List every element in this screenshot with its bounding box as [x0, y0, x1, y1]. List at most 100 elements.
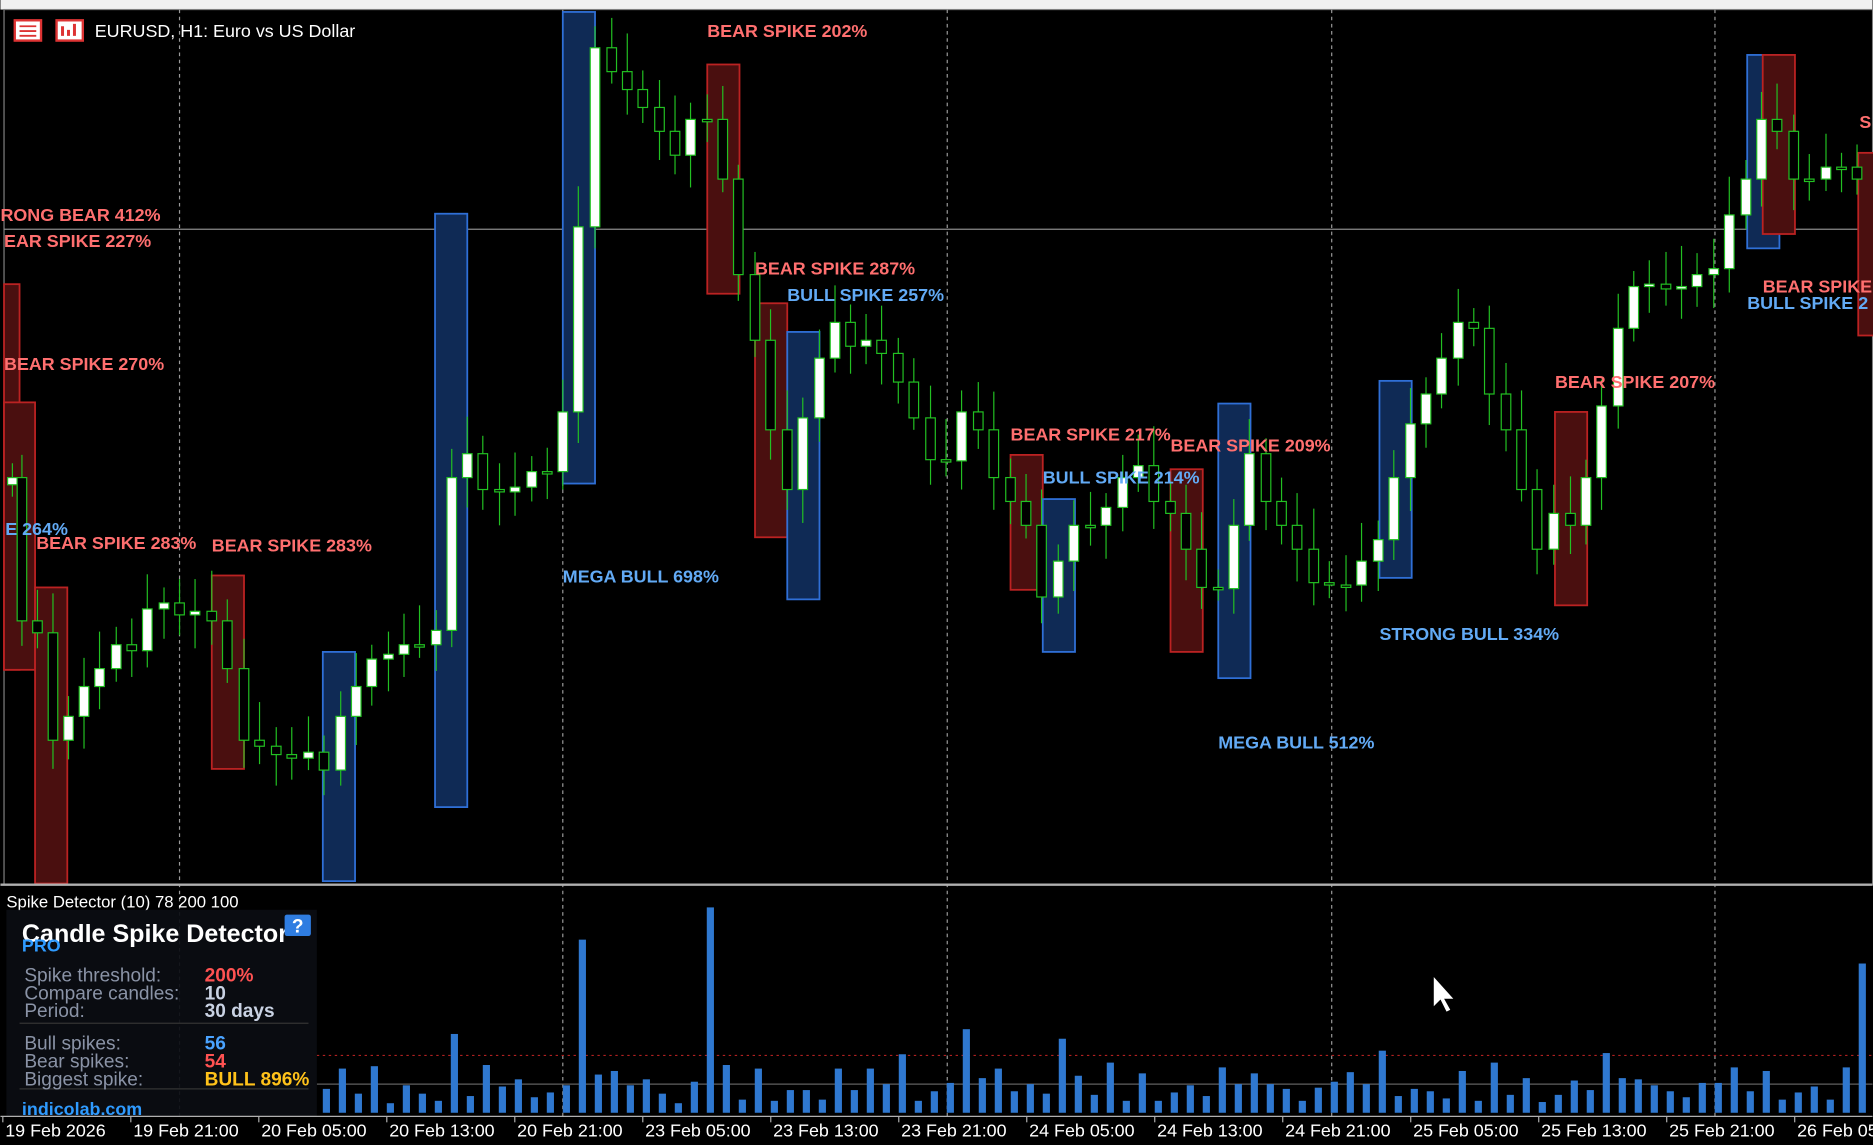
- spike-bar: [1794, 1092, 1802, 1113]
- candle-body: [110, 644, 122, 670]
- spike-bar: [882, 1084, 890, 1113]
- spike-bar: [450, 1033, 458, 1113]
- spike-bar: [322, 1088, 330, 1113]
- candle-body: [1580, 476, 1592, 526]
- spike-bar: [1858, 963, 1866, 1113]
- spike-bar: [866, 1068, 874, 1113]
- candle-body: [956, 411, 967, 462]
- spike-bar: [498, 1086, 506, 1113]
- spike-bar: [1058, 1038, 1066, 1113]
- candle-body: [685, 118, 696, 156]
- candle-body: [158, 602, 170, 610]
- spike-label: MEGA BULL 698%: [563, 567, 719, 587]
- spike-bar: [1234, 1084, 1242, 1113]
- candle-body: [1420, 393, 1432, 425]
- candle-body: [1500, 393, 1512, 431]
- spike-bar: [482, 1065, 490, 1113]
- candle-body: [1148, 465, 1160, 503]
- candle-body: [221, 620, 233, 670]
- spike-bar: [898, 1054, 906, 1113]
- candle-body: [1291, 524, 1303, 550]
- row-label: Spike threshold:: [24, 965, 161, 986]
- spike-bar: [514, 1079, 522, 1113]
- toolbar-strip: [0, 0, 1873, 10]
- candle-body: [637, 88, 649, 109]
- candle-body: [1052, 560, 1064, 598]
- row-label: Bull spikes:: [24, 1033, 121, 1054]
- spike-bar: [1842, 1067, 1850, 1113]
- candle-body: [63, 715, 74, 741]
- panel-bg: [6, 909, 317, 1117]
- spike-bar: [418, 1093, 426, 1113]
- spike-bar: [1490, 1062, 1498, 1113]
- spike-bar: [370, 1066, 378, 1113]
- spike-bar: [802, 1090, 810, 1113]
- candle-body: [461, 453, 473, 479]
- candle-body: [1228, 524, 1240, 590]
- spike-label: STRONG BULL 334%: [1379, 624, 1559, 644]
- spike-label: BEAR SPIKE 207%: [1555, 372, 1715, 392]
- panel-link[interactable]: indicolab.com: [22, 1099, 142, 1119]
- info-panel: Candle Spike Detector ? PRO Spike thresh…: [6, 909, 317, 1119]
- annotations: BEAR SPIKE 202% RONG BEAR 412% EAR SPIKE…: [0, 21, 1872, 753]
- spike-bar: [1506, 1094, 1514, 1113]
- help-button[interactable]: [284, 914, 311, 937]
- candle-body: [7, 476, 18, 486]
- candle-body: [1548, 512, 1560, 550]
- time-label: 23 Feb 21:00: [901, 1121, 1006, 1141]
- candle-body: [1676, 285, 1687, 290]
- spike-bar: [354, 1093, 362, 1113]
- spike-bar: [706, 907, 714, 1113]
- candle-body: [1068, 524, 1080, 562]
- candle-body: [892, 352, 904, 383]
- candle-body: [797, 417, 809, 491]
- spike-bar: [466, 1096, 474, 1113]
- spike-bar: [1154, 1100, 1162, 1113]
- spike-label: BEAR SPIKE: [1763, 277, 1872, 297]
- candle-body: [1340, 584, 1352, 589]
- candle-body: [988, 429, 1000, 479]
- candle-body: [1180, 512, 1192, 550]
- candle-body: [430, 629, 442, 646]
- candle-body: [765, 339, 776, 431]
- time-label: 19 Feb 2026: [5, 1121, 106, 1141]
- candle-body: [398, 644, 410, 655]
- spike-bar: [1618, 1078, 1626, 1113]
- candle-body: [254, 739, 265, 747]
- icon-lines: [19, 25, 37, 37]
- spike-label: BEAR SPIKE 270%: [4, 354, 164, 374]
- time-label: 25 Feb 21:00: [1669, 1121, 1774, 1141]
- candle-body: [286, 753, 298, 759]
- time-label: 20 Feb 21:00: [517, 1121, 622, 1141]
- help-icon[interactable]: ?: [292, 916, 304, 937]
- panel-title: Candle Spike Detector: [22, 920, 288, 948]
- spike-bar: [1010, 1091, 1018, 1113]
- candles: [7, 17, 1863, 796]
- candle-body: [16, 476, 28, 622]
- candle-body: [749, 274, 761, 341]
- spike-label: BEAR SPIKE 287%: [755, 259, 915, 279]
- candle-body: [972, 411, 984, 431]
- spike-bar: [994, 1068, 1002, 1113]
- candle-body: [303, 751, 314, 759]
- spike-bar: [1730, 1067, 1738, 1113]
- candle-body: [509, 486, 521, 493]
- candle-body: [189, 610, 201, 616]
- candle-body: [94, 668, 105, 688]
- spike-bar: [338, 1068, 346, 1113]
- candle-body: [1628, 285, 1640, 329]
- candle-body: [541, 471, 553, 475]
- row-label: Biggest spike:: [24, 1069, 143, 1090]
- candle-body: [1452, 321, 1464, 359]
- spike-bar: [1554, 1094, 1562, 1113]
- candle-body: [1436, 357, 1447, 395]
- spike-bar: [930, 1091, 938, 1113]
- spike-bar: [818, 1099, 826, 1113]
- spike-bar: [738, 1099, 746, 1113]
- spike-bar: [1714, 1082, 1722, 1113]
- spike-bar: [786, 1090, 794, 1113]
- spike-label: BEAR SPIKE 283%: [36, 533, 196, 553]
- candle-body: [572, 226, 584, 413]
- spike-bar: [1442, 1098, 1450, 1113]
